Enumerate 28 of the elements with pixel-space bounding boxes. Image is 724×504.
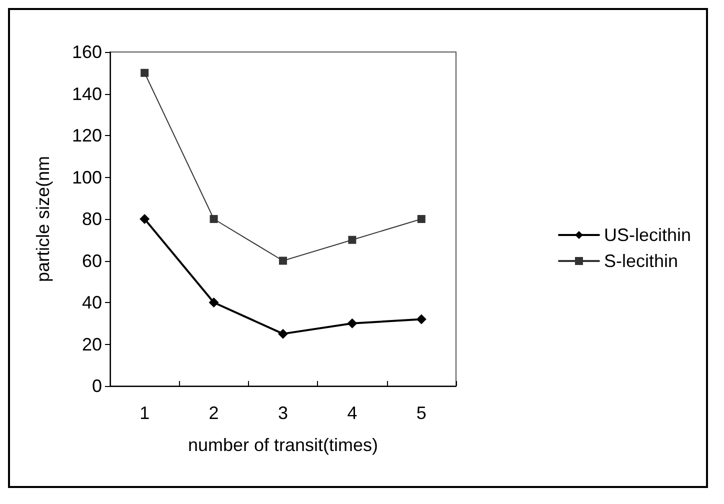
y-tick-label: 0 xyxy=(92,376,102,396)
x-tick-label: 1 xyxy=(140,403,150,423)
point xyxy=(210,215,218,223)
x-tick-label: 5 xyxy=(416,403,426,423)
point xyxy=(279,256,287,265)
y-tick-label: 140 xyxy=(72,84,102,104)
x-tick-label: 4 xyxy=(347,403,358,423)
point xyxy=(140,68,149,77)
y-axis-title: particle size(nm xyxy=(33,156,53,282)
legend-label: S-lecithin xyxy=(604,251,678,271)
y-tick-label: 100 xyxy=(72,167,102,188)
point xyxy=(347,318,358,328)
y-tick-label: 60 xyxy=(82,250,102,271)
point xyxy=(416,314,426,324)
x-tick-label: 2 xyxy=(208,403,219,423)
point xyxy=(348,236,356,244)
point xyxy=(208,298,219,308)
y-tick-label: 40 xyxy=(82,292,102,312)
legend-label: US-lecithin xyxy=(604,225,691,245)
y-tick-label: 120 xyxy=(72,126,102,146)
point xyxy=(417,215,426,223)
y-tick-label: 80 xyxy=(82,209,102,229)
x-tick-label: 3 xyxy=(278,403,288,423)
point xyxy=(278,328,288,339)
point xyxy=(140,214,150,224)
y-tick-label: 160 xyxy=(72,42,102,62)
y-tick-label: 20 xyxy=(82,334,102,354)
x-axis-title: number of transit(times) xyxy=(188,435,378,455)
